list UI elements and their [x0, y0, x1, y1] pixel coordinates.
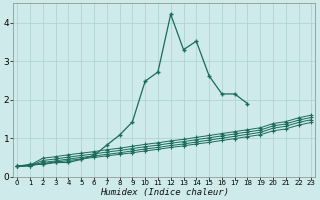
X-axis label: Humidex (Indice chaleur): Humidex (Indice chaleur) — [100, 188, 229, 197]
